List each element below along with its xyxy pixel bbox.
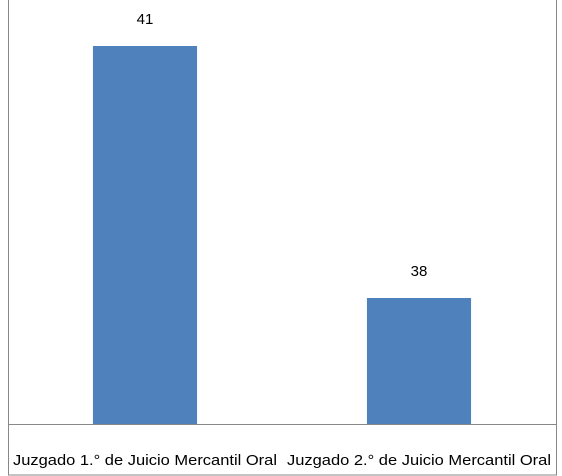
x-tick-label: Juzgado 2.° de Juicio Mercantil Oral — [287, 452, 551, 469]
x-tick-label: Juzgado 1.° de Juicio Mercantil Oral — [13, 452, 277, 469]
chart-frame — [8, 0, 557, 476]
data-label: 38 — [411, 263, 428, 280]
bar — [92, 46, 198, 424]
bar — [366, 298, 472, 424]
data-label: 41 — [137, 11, 154, 28]
